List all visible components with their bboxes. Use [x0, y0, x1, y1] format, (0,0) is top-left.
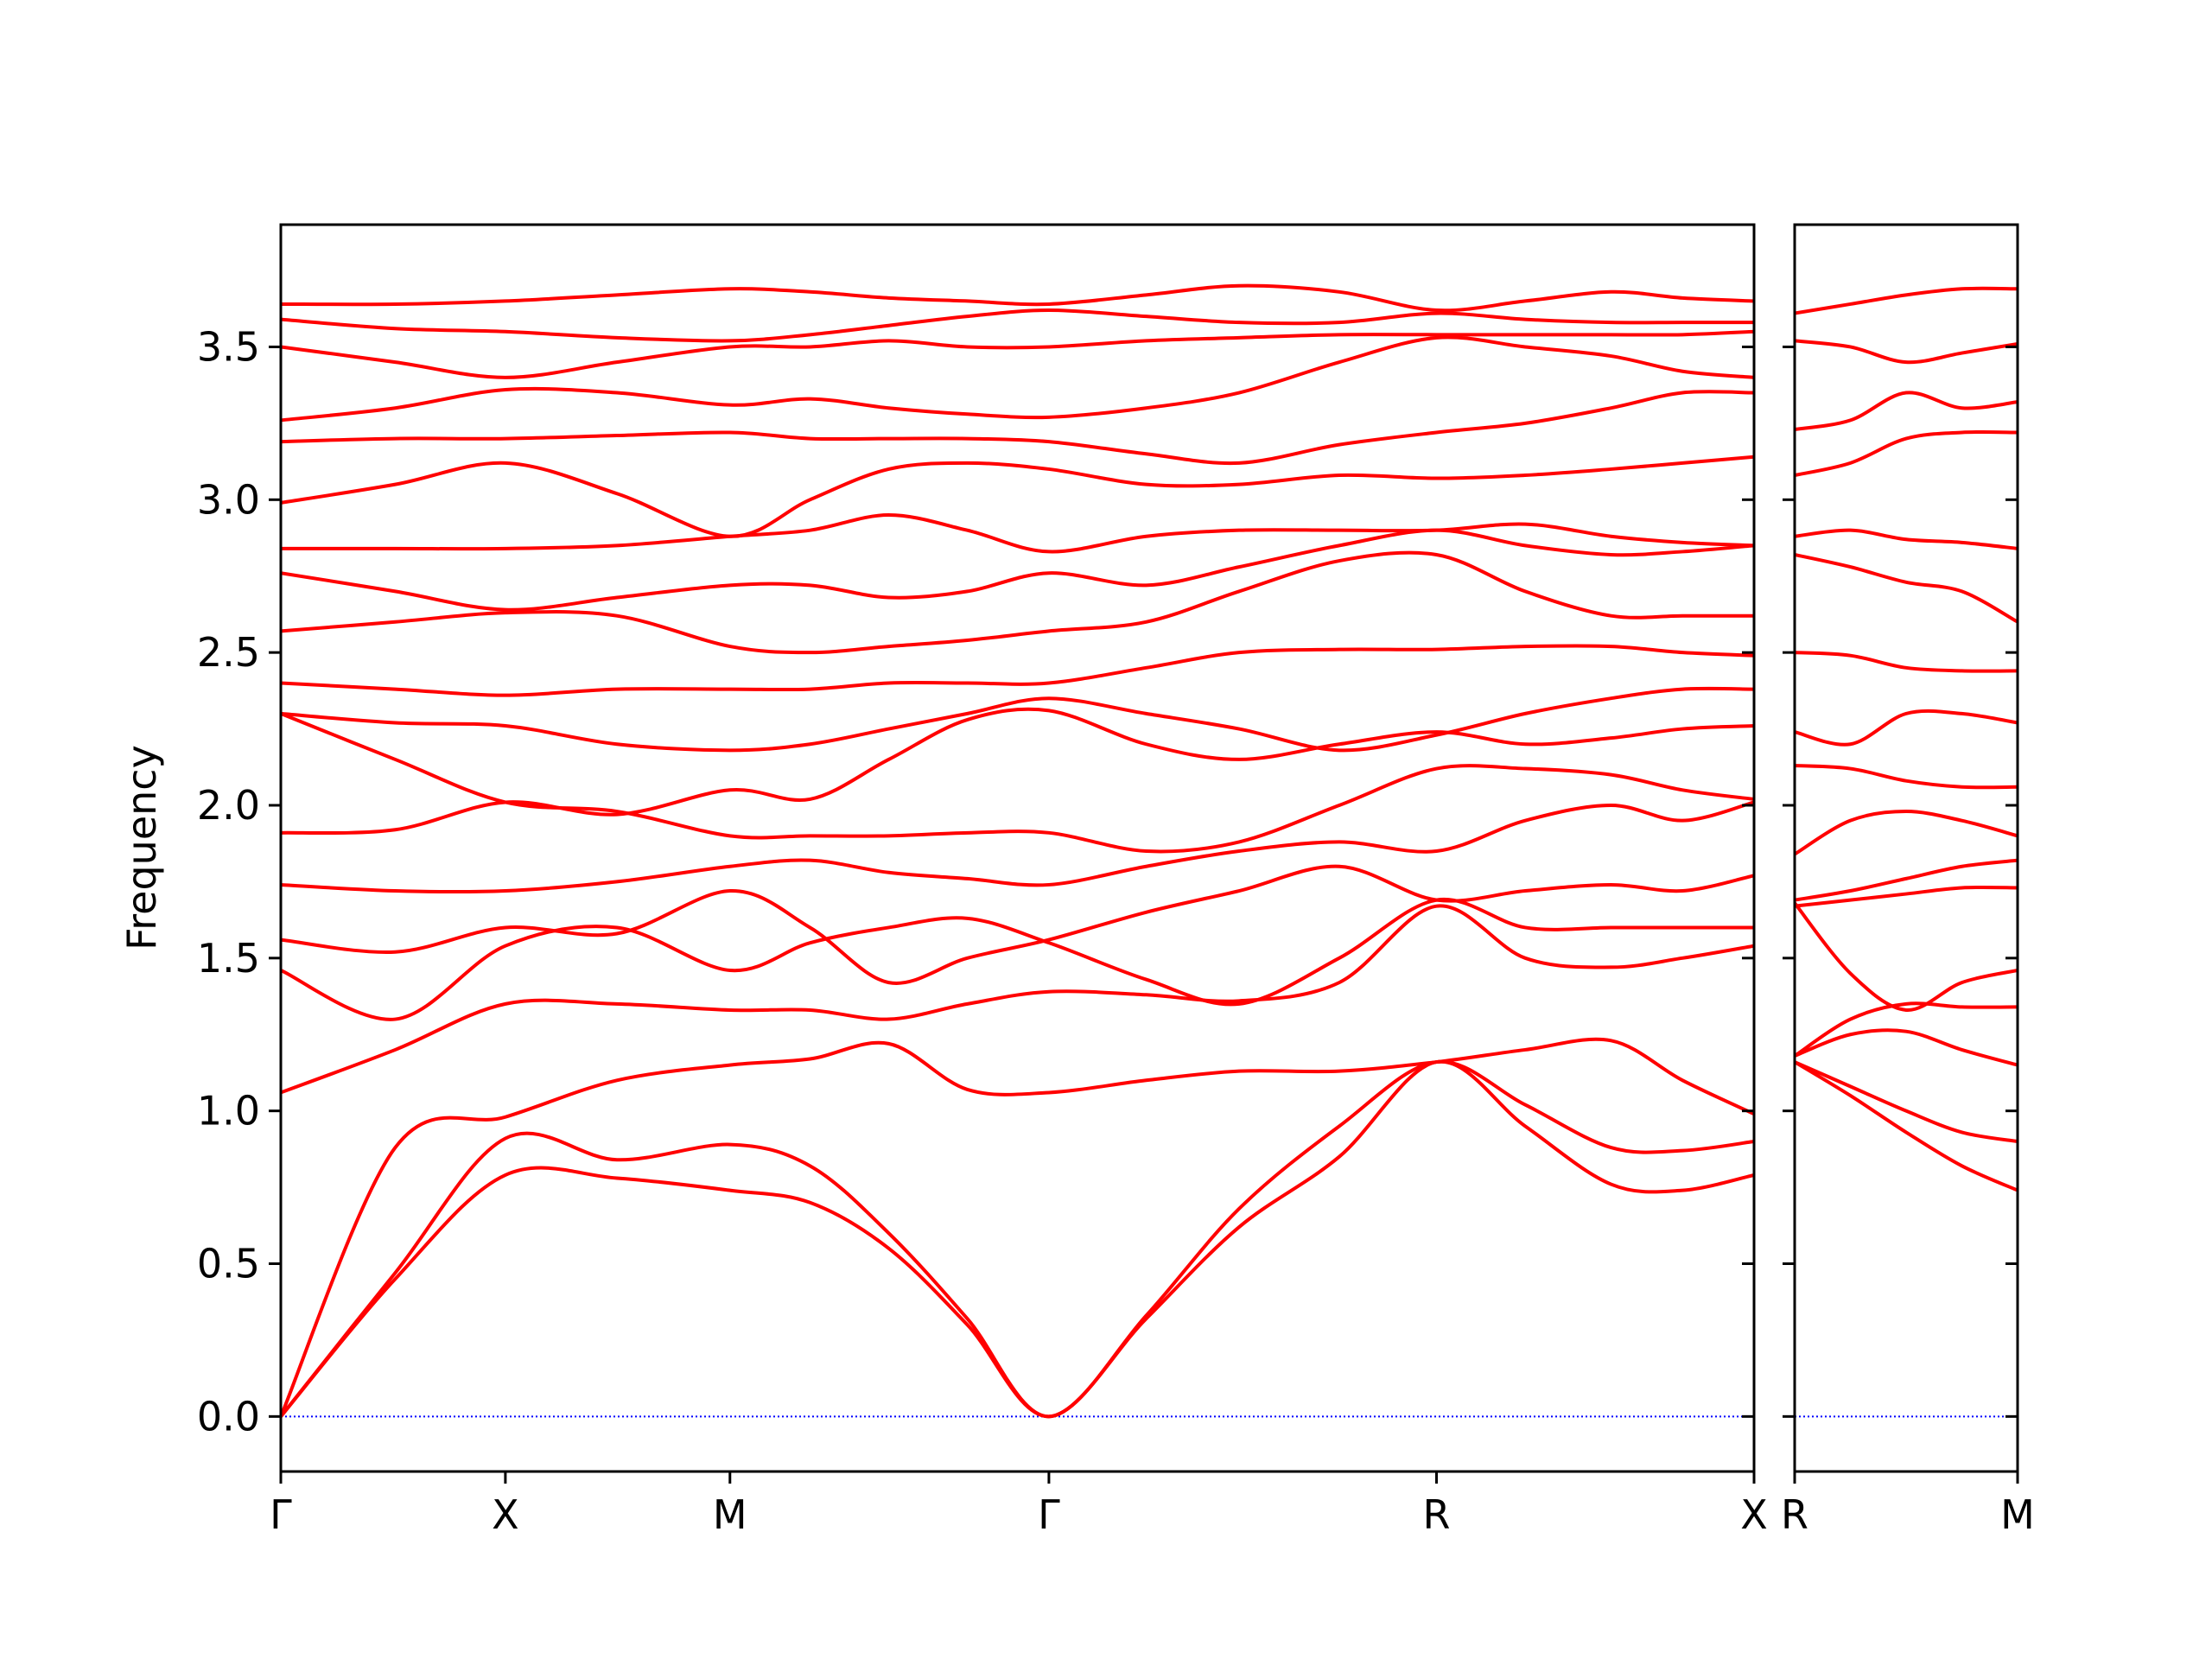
y-tick-label: 2.5 — [197, 629, 260, 676]
y-tick-label: 0.0 — [197, 1393, 260, 1440]
band-line — [1795, 858, 2018, 902]
band-line — [281, 283, 1754, 313]
band-line — [1795, 1028, 2018, 1067]
x-tick-label: X — [492, 1491, 519, 1538]
band-line — [1795, 339, 2018, 365]
band-line — [281, 329, 1754, 379]
x-tick-label: R — [1423, 1491, 1451, 1538]
x-tick-label: R — [1781, 1491, 1808, 1538]
y-axis-label: Frequency — [118, 745, 165, 950]
band-line — [1795, 709, 2018, 747]
band-line — [1795, 764, 2018, 790]
band-line — [281, 308, 1754, 343]
band-line — [281, 712, 1754, 854]
band-line — [281, 390, 1754, 466]
band-line — [1795, 810, 2018, 856]
band-line — [281, 904, 1754, 1095]
band-line — [281, 686, 1754, 753]
x-tick-label: Γ — [270, 1491, 292, 1538]
band-line — [1795, 901, 2018, 1012]
band-line — [1795, 528, 2018, 550]
band-line — [281, 512, 1754, 554]
x-tick-label: M — [713, 1491, 747, 1538]
band-line — [281, 1037, 1754, 1418]
band-line — [1795, 429, 2018, 477]
band-line — [281, 335, 1754, 423]
band-line — [281, 644, 1754, 697]
y-tick-label: 2.0 — [197, 782, 260, 829]
band-line — [281, 1059, 1754, 1419]
band-line — [281, 864, 1754, 985]
band-line — [1795, 286, 2018, 315]
band-line — [1795, 885, 2018, 908]
band-line — [281, 897, 1754, 1021]
band-line — [1795, 1001, 2018, 1058]
plot-frame — [279, 223, 1756, 1473]
y-tick-label: 3.0 — [197, 476, 260, 523]
y-tick-label: 3.5 — [197, 323, 260, 370]
band-line — [281, 550, 1754, 655]
plot-frame — [1793, 223, 2019, 1473]
y-tick-label: 1.0 — [197, 1088, 260, 1135]
y-tick-label: 1.5 — [197, 935, 260, 982]
x-tick-label: M — [2000, 1491, 2035, 1538]
band-line — [281, 528, 1754, 612]
band-line — [1795, 391, 2018, 431]
x-tick-label: X — [1740, 1491, 1768, 1538]
band-line — [1795, 1060, 2018, 1192]
band-line — [281, 800, 1754, 894]
band-line — [1795, 553, 2018, 624]
y-tick-label: 0.5 — [197, 1241, 260, 1287]
band-line — [281, 707, 1754, 836]
band-line — [281, 1059, 1754, 1419]
band-line — [281, 454, 1754, 538]
band-line — [1795, 651, 2018, 673]
x-tick-label: Γ — [1038, 1491, 1060, 1538]
band-line — [1795, 1060, 2018, 1144]
